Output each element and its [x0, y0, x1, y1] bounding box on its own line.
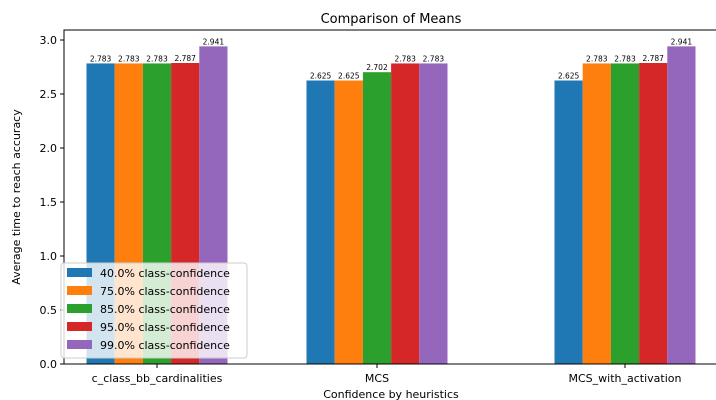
data-label: 2.783	[586, 54, 608, 63]
legend-entry: 95.0% class-confidence	[100, 321, 230, 334]
data-labels-layer: 2.783 2.625 2.625 2.783 2.625 2.783 2.783 2.702…	[90, 37, 692, 80]
data-label: 2.941	[203, 37, 225, 46]
data-label: 2.783	[146, 54, 168, 63]
bar	[610, 63, 640, 364]
y-tick-label: 1.5	[40, 196, 58, 209]
legend-swatch	[67, 322, 92, 331]
y-tick-label: 2.5	[40, 88, 58, 101]
y-tick-label: 0.5	[40, 304, 58, 317]
legend-swatch	[67, 268, 92, 277]
legend-entry: 75.0% class-confidence	[100, 285, 230, 298]
legend-swatch	[67, 286, 92, 295]
x-tick-label: c_class_bb_cardinalities	[92, 372, 223, 385]
bar	[306, 80, 335, 364]
data-label: 2.625	[558, 72, 580, 81]
y-tick-label: 1.0	[40, 250, 58, 263]
bar	[639, 63, 668, 365]
bar	[582, 63, 611, 364]
data-label: 2.783	[394, 54, 416, 63]
legend: 40.0% class-confidence 75.0% class-confid…	[60, 262, 248, 359]
bar	[554, 80, 583, 364]
x-tick-label: MCS	[365, 372, 389, 385]
y-tick-label: 2.0	[40, 142, 58, 155]
y-axis-label: Average time to reach accuracy	[10, 109, 23, 285]
y-tick-label: 3.0	[40, 34, 58, 47]
data-label: 2.783	[90, 54, 112, 63]
x-axis-label: Confidence by heuristics	[323, 388, 459, 400]
bar	[391, 63, 420, 364]
bar	[334, 80, 363, 364]
x-axis: c_class_bb_cardinalities MCS MCS_with_acti…	[92, 364, 682, 385]
data-label: 2.787	[174, 54, 196, 63]
data-label: 2.941	[671, 37, 693, 46]
y-tick-label: 0.0	[40, 358, 58, 371]
data-label: 2.783	[614, 54, 636, 63]
data-label: 2.783	[423, 54, 445, 63]
legend-swatch	[67, 304, 92, 313]
x-tick-label: MCS_with_activation	[569, 372, 682, 385]
chart-title: Comparison of Means	[321, 12, 462, 27]
legend-swatch	[67, 340, 92, 349]
legend-entry: 99.0% class-confidence	[100, 339, 230, 352]
y-axis: 0.0 0.5 1.0 1.5 2.0 2.5 3.0	[40, 34, 64, 371]
data-label: 2.625	[310, 72, 332, 81]
legend-box	[60, 262, 248, 359]
legend-entry: 40.0% class-confidence	[100, 267, 230, 280]
data-label: 2.702	[366, 63, 388, 72]
data-label: 2.625	[338, 72, 360, 81]
data-label: 2.783	[118, 54, 140, 63]
bar	[419, 63, 448, 364]
data-label: 2.787	[642, 54, 664, 63]
legend-entry: 85.0% class-confidence	[100, 303, 230, 316]
bar	[667, 46, 696, 364]
plot-frame	[63, 29, 716, 365]
bar	[362, 72, 392, 365]
